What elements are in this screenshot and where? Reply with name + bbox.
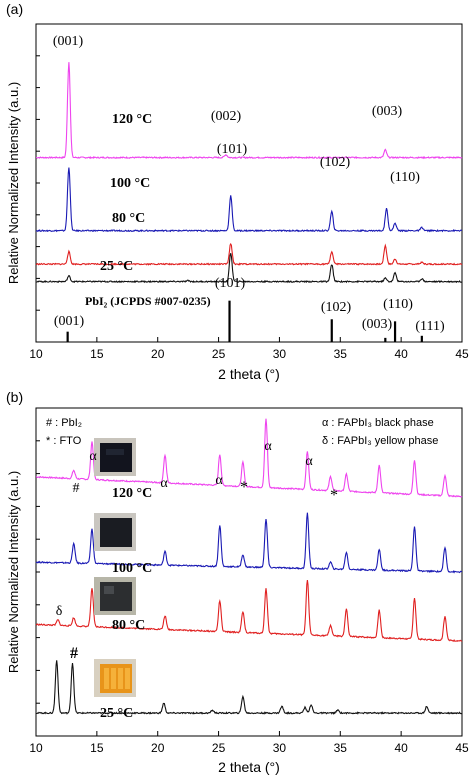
legend-pbi2: # : PbI₂ [46, 417, 82, 429]
series-line-b-120-c [35, 418, 463, 498]
panel-b-x-label: 2 theta (°) [218, 759, 280, 775]
annotation-b-3: α [215, 473, 223, 488]
x-tick-label-a-20: 20 [151, 347, 165, 361]
series-label-120c-a: 120 °C [112, 112, 152, 127]
annotation-b-7: * [330, 487, 338, 504]
legend-fto: * : FTO [46, 435, 82, 447]
x-tick-label-a-15: 15 [90, 347, 104, 361]
panel-b-y-label: Relative Normalized Intensity (a.u.) [6, 471, 21, 673]
panel-a-label: (a) [6, 1, 23, 17]
sample-photo-120c [94, 438, 136, 476]
series-label-120c-b: 120 °C [112, 486, 152, 501]
series-label-80c-b: 80 °C [112, 618, 145, 633]
x-tick-label-b-10: 10 [29, 741, 43, 755]
annotation-b-4: * [240, 479, 248, 496]
panel-b-traces [35, 418, 463, 715]
annotation-a-9: (110) [383, 297, 413, 312]
legend-alpha: α : FAPbI₃ black phase [322, 417, 434, 429]
annotation-a-3: (101) [217, 142, 248, 157]
series-label-25c-a: 25 °C [100, 259, 133, 274]
reference-label: PbI₂ (JCPDS #007-0235) [85, 294, 211, 308]
series-label-80c-a: 80 °C [112, 211, 145, 226]
annotation-b-8: δ [56, 604, 63, 619]
x-tick-label-a-45: 45 [455, 347, 469, 361]
x-tick-label-a-40: 40 [394, 347, 408, 361]
panel-a-x-label: 2 theta (°) [218, 366, 280, 382]
annotation-a-1: (002) [211, 109, 242, 124]
series-label-100c-a: 100 °C [110, 176, 150, 191]
series-line-a-25-c [35, 253, 463, 284]
panel-a-y-label: Relative Normalized Intensity (a.u.) [6, 82, 21, 284]
sample-photo-100c [94, 513, 136, 551]
annotation-a-0: (001) [53, 34, 84, 49]
panel-b-x-ticks: 10 15 20 25 30 35 40 45 [29, 440, 469, 755]
series-line-a-80-c [35, 242, 463, 266]
x-tick-label-a-35: 35 [334, 347, 348, 361]
series-label-25c-b: 25 °C [100, 706, 133, 721]
panel-b: (b) 10 15 20 25 30 35 40 45 2 theta (°) Relativ… [6, 389, 469, 775]
x-tick-label-a-30: 30 [273, 347, 287, 361]
series-line-b-100-c [35, 512, 462, 574]
panel-a-traces [35, 62, 463, 284]
annotation-a-2: (003) [372, 104, 403, 119]
x-tick-label-b-30: 30 [273, 741, 287, 755]
annotation-b-0: # [73, 481, 80, 496]
x-tick-label-b-45: 45 [455, 741, 469, 755]
annotation-b-5: α [264, 439, 272, 454]
series-line-b-25-c [35, 660, 463, 715]
x-tick-label-b-20: 20 [151, 741, 165, 755]
annotation-a-11: (111) [415, 319, 445, 334]
panel-a: (a) 10 15 20 25 30 35 40 45 2 theta (°) Relativ… [6, 1, 469, 382]
sample-photo-80c [94, 577, 136, 615]
annotation-a-7: (001) [54, 314, 85, 329]
annotation-a-4: (102) [320, 155, 351, 170]
x-tick-label-b-15: 15 [90, 741, 104, 755]
series-line-b-80-c [35, 580, 463, 643]
annotation-b-6: α [305, 454, 313, 469]
panel-a-x-ticks: 10 15 20 25 30 35 40 45 [29, 55, 469, 361]
annotation-a-8: (102) [321, 300, 352, 315]
x-tick-label-a-10: 10 [29, 347, 43, 361]
x-tick-label-b-25: 25 [212, 741, 226, 755]
series-label-100c-b: 100 °C [112, 561, 152, 576]
panel-b-label: (b) [6, 389, 23, 405]
series-line-a-120-c [35, 62, 463, 160]
x-tick-label-b-35: 35 [334, 741, 348, 755]
annotation-a-10: (003) [362, 317, 393, 332]
annotation-b-1: α [89, 449, 97, 464]
x-tick-label-b-40: 40 [394, 741, 408, 755]
annotation-b-9: # [70, 645, 78, 662]
panel-a-reference-lines [66, 300, 423, 342]
annotation-a-6: (101) [215, 276, 246, 291]
x-tick-label-a-25: 25 [212, 347, 226, 361]
legend-delta: δ : FAPbI₃ yellow phase [322, 435, 438, 447]
series-line-a-100-c [35, 167, 462, 233]
sample-photo-25c [94, 659, 136, 697]
annotation-b-2: α [160, 476, 168, 491]
annotation-a-5: (110) [390, 170, 420, 185]
